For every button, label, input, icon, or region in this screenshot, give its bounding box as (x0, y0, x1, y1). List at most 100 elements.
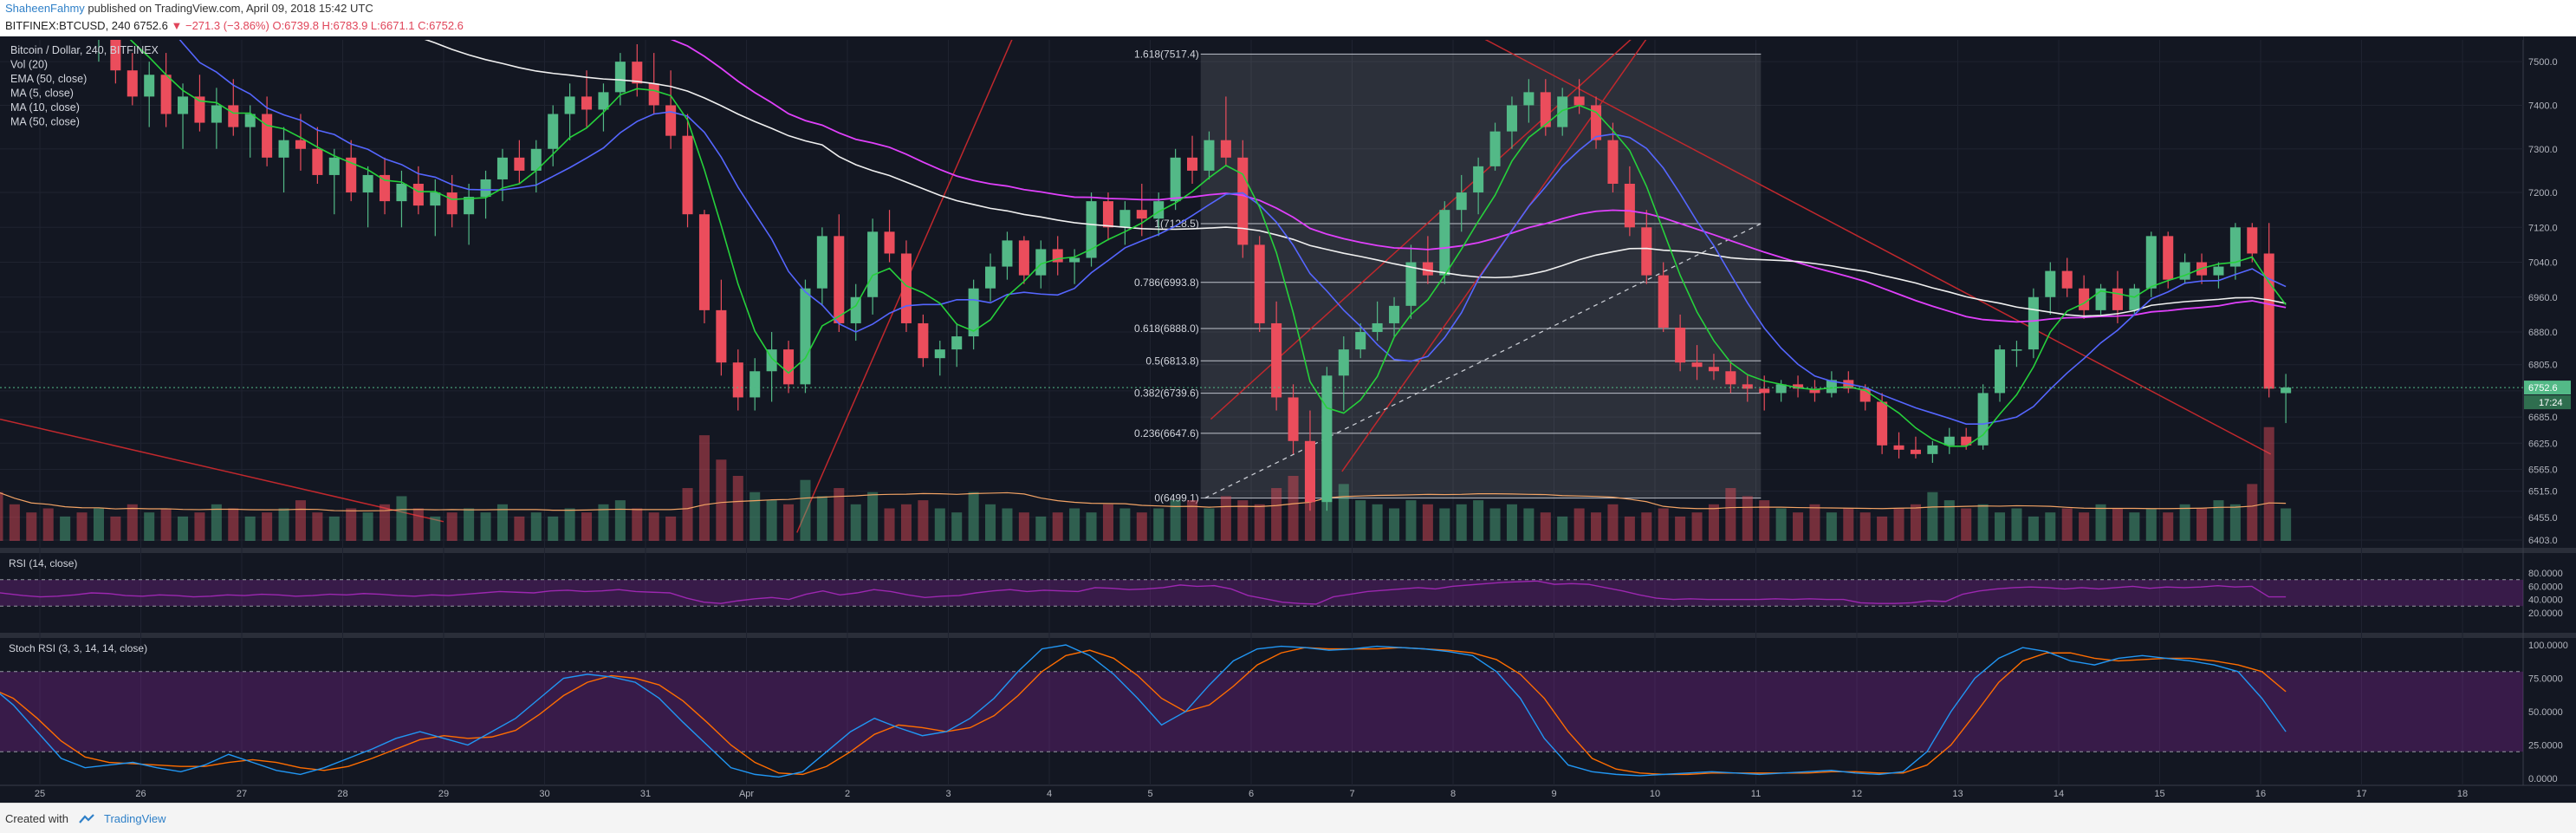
candle (1086, 192, 1097, 267)
candle-body (278, 140, 289, 158)
candle (1271, 301, 1282, 411)
fib-level-label: 0.786(6993.8) (1134, 277, 1199, 289)
stoch-rsi-title: Stoch RSI (3, 3, 14, 14, close) (9, 642, 147, 654)
pane-separator (0, 633, 2576, 638)
candle (749, 358, 761, 411)
volume-bar (2247, 484, 2258, 541)
volume-bar (1473, 500, 1484, 541)
candle-body (564, 96, 575, 114)
stoch-rsi-tick-label: 25.0000 (2528, 741, 2563, 752)
price-chart[interactable]: 1.618(7517.4) 1(7128.5) 0.786(6993.8) 0.618… (0, 36, 2576, 803)
price-axis: 7500.0 7400.0 7300.0 7200.0 7120.0 7040.0 6960… (0, 57, 2571, 784)
volume-bar (144, 512, 155, 541)
volume-bar (1708, 504, 1719, 541)
candle-body (783, 349, 795, 385)
candle (1473, 157, 1484, 215)
volume-bar (76, 512, 88, 541)
candle-body (1809, 388, 1820, 394)
volume-bar (1995, 512, 2006, 541)
candle-body (1574, 96, 1585, 106)
publish-info: published on TradingView.com, April 09, … (88, 2, 373, 15)
volume-bar (716, 459, 727, 541)
trend-lines (0, 36, 2271, 533)
volume-bar (1557, 516, 1568, 541)
candle (2028, 288, 2039, 359)
volume-bar (1372, 504, 1383, 541)
candle-body (2163, 236, 2174, 280)
candle-body (2145, 236, 2157, 289)
candle-body (1321, 375, 1333, 503)
candle (1439, 201, 1450, 284)
candle-body (2179, 262, 2190, 280)
candle (1675, 314, 1686, 372)
time-tick-label: 13 (1952, 789, 1963, 799)
candle-body (362, 174, 373, 193)
volume-bar (548, 516, 559, 541)
volume-bar (1153, 508, 1165, 541)
grid-lines (0, 36, 2576, 786)
volume-bar (1338, 484, 1349, 541)
volume-bar (2163, 512, 2174, 541)
time-tick-label: 5 (1147, 789, 1152, 799)
candle (2129, 283, 2140, 315)
time-tick-label: 11 (1751, 789, 1761, 799)
candle-body (1540, 92, 1551, 127)
candle-body (698, 214, 710, 310)
volume-bar (1035, 516, 1047, 541)
volume-bar (1523, 508, 1535, 541)
candle (1237, 140, 1249, 258)
candle-body (581, 96, 593, 110)
candle-body (614, 62, 626, 93)
candle-body (1439, 210, 1450, 276)
volume-bar (127, 504, 138, 541)
candle-body (1725, 371, 1736, 385)
candle (1775, 380, 1787, 402)
candle-body (1170, 157, 1181, 202)
candle-body (2079, 288, 2090, 310)
candle (2011, 341, 2022, 368)
volume-bar (1069, 508, 1080, 541)
candle (1624, 166, 1635, 237)
candle-body (1523, 92, 1535, 106)
tradingview-link[interactable]: TradingView (104, 812, 166, 825)
candle (1254, 236, 1265, 333)
candle-body (2045, 270, 2056, 297)
volume-bar (110, 516, 121, 541)
candle-body (1136, 210, 1147, 219)
volume-bar (698, 435, 710, 541)
price-tick-label: 7040.0 (2528, 258, 2558, 269)
chart-header: ShaheenFahmy published on TradingView.co… (0, 0, 2576, 36)
price-tick-label: 7300.0 (2528, 145, 2558, 155)
candle-body (1943, 436, 1955, 446)
candle-body (1220, 140, 1231, 158)
volume-bar (1405, 500, 1417, 541)
candle (496, 148, 508, 202)
volume-bar (464, 508, 475, 541)
candle-body (934, 349, 945, 359)
candle-body (816, 236, 827, 289)
candle (1523, 79, 1535, 123)
candle (380, 157, 391, 215)
volume-bar (1456, 504, 1467, 541)
volume-bar (632, 508, 643, 541)
volume-bar (2196, 508, 2208, 541)
candle (1877, 393, 1888, 454)
volume-bar (26, 512, 37, 541)
volume-bar (446, 512, 457, 541)
candle-body (1002, 240, 1013, 267)
trend-line-resistance (1477, 36, 2271, 455)
volume-bar (1187, 500, 1198, 541)
author-link[interactable]: ShaheenFahmy (5, 2, 85, 15)
time-tick-label: 8 (1450, 789, 1456, 799)
candle-body (346, 157, 357, 193)
candle-body (1237, 157, 1249, 245)
candle-body (665, 105, 677, 136)
time-tick-label: 7 (1349, 789, 1354, 799)
candle-body (380, 174, 391, 202)
candle-body (1658, 275, 1669, 328)
volume-bar (1018, 512, 1029, 541)
candle (2179, 253, 2190, 284)
candle-body (1641, 227, 1652, 276)
candle (1119, 201, 1131, 245)
candle-body (1304, 440, 1315, 503)
